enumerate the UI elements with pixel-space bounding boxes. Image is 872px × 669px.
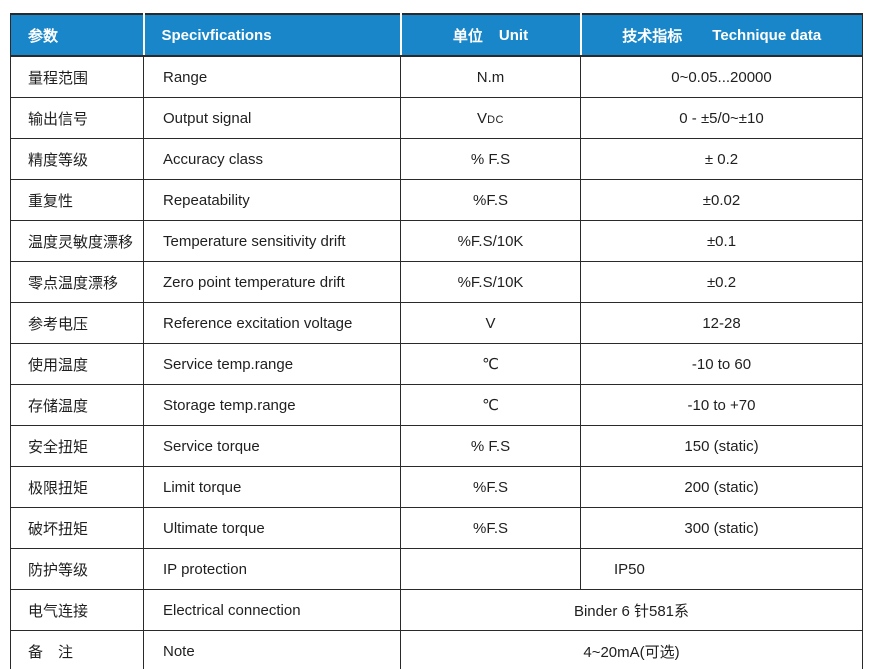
value-cell-merged: Binder 6 针581系 <box>400 589 863 631</box>
param-cell: 破坏扭矩 <box>10 507 144 549</box>
unit-cell: ℃ <box>400 343 581 385</box>
table-row-limit-torque: 极限扭矩 Limit torque %F.S 200 (static) <box>10 466 863 508</box>
unit-cell: % F.S <box>400 138 581 180</box>
header-unit-en: Unit <box>498 26 529 44</box>
header-row: 参数 Specivfications 单位 Unit 技术指标 Techniqu… <box>10 13 863 57</box>
unit-cell: ℃ <box>400 384 581 426</box>
value-cell-merged: 4~20mA(可选) <box>400 630 863 669</box>
unit-cell: N.m <box>400 55 581 98</box>
spec-cell: Zero point temperature drift <box>143 261 401 303</box>
param-cell: 备 注 <box>10 630 144 669</box>
table-row-storage-temp: 存储温度 Storage temp.range ℃ -10 to +70 <box>10 384 863 426</box>
header-technique-cn: 技术指标 <box>622 27 683 45</box>
unit-cell: %F.S <box>400 179 581 221</box>
unit-cell <box>400 548 581 590</box>
spec-cell: IP protection <box>143 548 401 590</box>
unit-cell: %F.S <box>400 466 581 508</box>
param-cell: 重复性 <box>10 179 144 221</box>
table-row-note: 备 注 Note 4~20mA(可选) <box>10 630 863 669</box>
unit-subscript: DC <box>487 113 504 126</box>
spec-cell: Service torque <box>143 425 401 467</box>
unit-cell: VDC <box>400 97 581 139</box>
param-cell: 安全扭矩 <box>10 425 144 467</box>
param-cell: 极限扭矩 <box>10 466 144 508</box>
spec-table-body: 量程范围 Range N.m 0~0.05...20000 输出信号 Outpu… <box>10 55 863 669</box>
unit-cell: %F.S <box>400 507 581 549</box>
table-row-accuracy: 精度等级 Accuracy class % F.S ± 0.2 <box>10 138 863 180</box>
table-row-temp-sensitivity-drift: 温度灵敏度漂移 Temperature sensitivity drift %F… <box>10 220 863 262</box>
spec-cell: Accuracy class <box>143 138 401 180</box>
table-row-repeatability: 重复性 Repeatability %F.S ±0.02 <box>10 179 863 221</box>
value-cell: ± 0.2 <box>580 138 863 180</box>
param-cell: 输出信号 <box>10 97 144 139</box>
unit-cell: V <box>400 302 581 344</box>
header-unit: 单位 Unit <box>399 13 582 57</box>
spec-table-header: 参数 Specivfications 单位 Unit 技术指标 Techniqu… <box>10 13 863 57</box>
unit-cell: % F.S <box>400 425 581 467</box>
spec-cell: Limit torque <box>143 466 401 508</box>
param-cell: 参考电压 <box>10 302 144 344</box>
param-cell: 使用温度 <box>10 343 144 385</box>
param-cell: 零点温度漂移 <box>10 261 144 303</box>
value-cell: 0~0.05...20000 <box>580 55 863 98</box>
table-row-electrical-connection: 电气连接 Electrical connection Binder 6 针581… <box>10 589 863 631</box>
value-cell: 150 (static) <box>580 425 863 467</box>
table-row-zero-temp-drift: 零点温度漂移 Zero point temperature drift %F.S… <box>10 261 863 303</box>
value-cell: 300 (static) <box>580 507 863 549</box>
spec-cell: Ultimate torque <box>143 507 401 549</box>
unit-cell: %F.S/10K <box>400 220 581 262</box>
value-cell: 12-28 <box>580 302 863 344</box>
spec-cell: Service temp.range <box>143 343 401 385</box>
spec-cell: Electrical connection <box>143 589 401 631</box>
value-cell: -10 to 60 <box>580 343 863 385</box>
value-cell: 0 - ±5/0~±10 <box>580 97 863 139</box>
table-row-service-torque: 安全扭矩 Service torque % F.S 150 (static) <box>10 425 863 467</box>
param-cell: 量程范围 <box>10 55 144 98</box>
header-technique: 技术指标 Technique data <box>579 13 863 57</box>
spec-cell: Output signal <box>143 97 401 139</box>
spec-table: 参数 Specivfications 单位 Unit 技术指标 Techniqu… <box>10 13 863 669</box>
param-cell: 存储温度 <box>10 384 144 426</box>
header-spec: Specivfications <box>142 13 402 57</box>
value-cell: ±0.02 <box>580 179 863 221</box>
param-cell: 精度等级 <box>10 138 144 180</box>
table-row-ip-protection: 防护等级 IP protection IP50 <box>10 548 863 590</box>
param-cell: 温度灵敏度漂移 <box>10 220 144 262</box>
value-cell: 200 (static) <box>580 466 863 508</box>
spec-cell: Storage temp.range <box>143 384 401 426</box>
header-technique-en: Technique data <box>712 26 822 44</box>
table-row-range: 量程范围 Range N.m 0~0.05...20000 <box>10 55 863 98</box>
header-unit-cn: 单位 <box>452 27 483 45</box>
table-row-service-temp: 使用温度 Service temp.range ℃ -10 to 60 <box>10 343 863 385</box>
header-param-label: 参数 <box>28 27 59 45</box>
param-cell: 防护等级 <box>10 548 144 590</box>
header-spec-label: Specivfications <box>161 26 272 44</box>
header-param: 参数 <box>10 13 145 57</box>
unit-main: V <box>477 109 488 127</box>
spec-cell: Note <box>143 630 401 669</box>
value-cell: ±0.2 <box>580 261 863 303</box>
spec-cell: Reference excitation voltage <box>143 302 401 344</box>
spec-cell: Repeatability <box>143 179 401 221</box>
spec-cell: Range <box>143 55 401 98</box>
table-row-ultimate-torque: 破坏扭矩 Ultimate torque %F.S 300 (static) <box>10 507 863 549</box>
unit-cell: %F.S/10K <box>400 261 581 303</box>
value-cell: ±0.1 <box>580 220 863 262</box>
value-cell: -10 to +70 <box>580 384 863 426</box>
value-cell: IP50 <box>580 548 863 590</box>
spec-cell: Temperature sensitivity drift <box>143 220 401 262</box>
table-row-reference-voltage: 参考电压 Reference excitation voltage V 12-2… <box>10 302 863 344</box>
param-cell: 电气连接 <box>10 589 144 631</box>
table-row-output-signal: 输出信号 Output signal VDC 0 - ±5/0~±10 <box>10 97 863 139</box>
